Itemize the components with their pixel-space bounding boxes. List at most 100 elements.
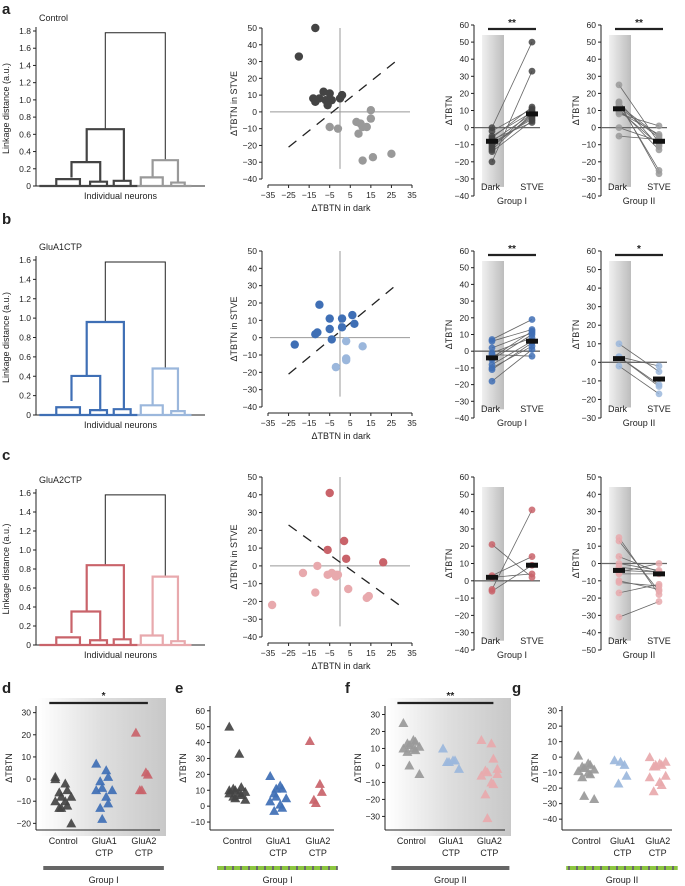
panel-letter-g: g bbox=[512, 680, 521, 697]
y-tick-label: −20 bbox=[17, 818, 32, 828]
diagonal-dashed-line bbox=[288, 59, 399, 148]
y-tick-label: 40 bbox=[460, 279, 470, 289]
category-label: GluA1 bbox=[438, 836, 463, 846]
y-tick-label: 0 bbox=[464, 123, 469, 133]
y-tick-label: −40 bbox=[455, 413, 470, 423]
y-tick-label: 30 bbox=[248, 281, 258, 291]
data-triangle bbox=[136, 785, 147, 795]
category-label: CTP bbox=[95, 848, 113, 858]
stve-point bbox=[528, 316, 536, 323]
data-triangle bbox=[644, 772, 655, 782]
data-point bbox=[339, 536, 349, 546]
data-point bbox=[325, 89, 334, 98]
pair-line bbox=[491, 111, 533, 137]
y-tick-label: 20 bbox=[371, 726, 381, 736]
data-triangle bbox=[224, 721, 235, 731]
y-tick-label: 50 bbox=[587, 472, 597, 482]
x-tick-label: −5 bbox=[325, 648, 335, 658]
y-tick-label: −10 bbox=[543, 768, 558, 778]
data-point bbox=[337, 323, 347, 332]
pair-line bbox=[618, 105, 660, 137]
scatter-c: −40 −30 −20 −10 0 10 20 30 40 50 −35 −25 −15 −5 5 15 25 3… bbox=[229, 472, 417, 671]
cluster2-leaf-link bbox=[139, 634, 164, 645]
data-triangle bbox=[454, 763, 464, 773]
category-label: CTP bbox=[614, 848, 632, 858]
data-triangle bbox=[444, 757, 454, 767]
data-point bbox=[341, 554, 351, 563]
data-triangle bbox=[476, 770, 487, 780]
scatter-b: −40 −30 −20 −10 0 10 20 30 40 50 −35 −25 −15 −5 5 15 25 3… bbox=[229, 246, 417, 441]
y-tick-label: 50 bbox=[460, 37, 470, 47]
data-triangle bbox=[265, 770, 276, 780]
category-label: Control bbox=[49, 836, 78, 846]
y-tick-label: −20 bbox=[582, 157, 597, 167]
pair-line bbox=[491, 354, 533, 357]
data-triangle bbox=[66, 791, 77, 801]
mean-marker-dark bbox=[613, 356, 625, 362]
data-triangle bbox=[648, 786, 659, 796]
pair-line bbox=[491, 544, 533, 578]
cluster2-link bbox=[151, 575, 180, 642]
y-tick-label: −10 bbox=[243, 124, 258, 134]
y-tick-label: −30 bbox=[243, 614, 258, 624]
y-tick-label: 60 bbox=[196, 706, 206, 716]
stve-point bbox=[655, 166, 663, 174]
data-point bbox=[364, 591, 373, 601]
pair-line bbox=[618, 566, 660, 573]
group-bar bbox=[566, 866, 678, 870]
category-label: CTP bbox=[480, 848, 498, 858]
data-point bbox=[331, 362, 341, 372]
y-tick-label: 0 bbox=[252, 107, 257, 117]
data-point bbox=[331, 572, 341, 581]
data-triangle bbox=[97, 782, 108, 792]
cluster2-link bbox=[151, 367, 180, 412]
y-tick-label: −10 bbox=[243, 350, 258, 360]
y-axis-label: ΔTBTN bbox=[444, 96, 454, 126]
y-tick-label: 10 bbox=[460, 559, 470, 569]
scatter-a: −40 −30 −20 −10 0 10 20 30 40 50 −35 −25 −15 −5 5 15 25 3… bbox=[229, 23, 417, 213]
cluster1-leaf-link bbox=[55, 636, 82, 645]
data-triangle bbox=[573, 766, 584, 776]
data-triangle bbox=[103, 798, 114, 808]
stve-point bbox=[655, 143, 663, 150]
pair-line bbox=[491, 319, 533, 340]
y-tick-label: −20 bbox=[582, 593, 597, 603]
data-triangle bbox=[281, 793, 292, 803]
y-tick-label: 10 bbox=[587, 339, 597, 349]
stve-point bbox=[655, 362, 663, 370]
category-label: GluA1 bbox=[266, 836, 291, 846]
data-triangle bbox=[577, 772, 588, 782]
pair-line bbox=[618, 583, 660, 594]
data-triangle bbox=[50, 774, 61, 784]
dark-condition-shade bbox=[609, 261, 631, 408]
mean-marker-stve bbox=[526, 111, 538, 117]
cluster1-link bbox=[85, 320, 125, 410]
y-tick-label: 1.6 bbox=[19, 488, 31, 498]
data-point bbox=[333, 124, 343, 133]
y-tick-label: 60 bbox=[460, 472, 470, 482]
data-triangle bbox=[236, 782, 247, 792]
y-tick-label: −10 bbox=[582, 576, 597, 586]
y-tick-label: 50 bbox=[248, 23, 258, 33]
y-tick-label: 1.2 bbox=[19, 78, 31, 88]
y-axis-label: ΔTBTN in STVE bbox=[229, 296, 239, 361]
y-axis-label: ΔTBTN in STVE bbox=[229, 71, 239, 136]
y-axis-label: ΔTBTN bbox=[571, 96, 581, 126]
dark-point bbox=[615, 81, 623, 89]
cluster1-leaf-link bbox=[88, 639, 109, 645]
y-tick-label: −40 bbox=[582, 628, 597, 638]
y-tick-label: 50 bbox=[460, 263, 470, 273]
data-triangle bbox=[486, 738, 497, 748]
y-axis-label: Linkage distance (a.u.) bbox=[1, 63, 11, 154]
stve-point bbox=[528, 570, 536, 578]
stve-point bbox=[528, 352, 536, 360]
y-tick-label: 1.6 bbox=[19, 255, 31, 265]
y-tick-label: 40 bbox=[587, 283, 597, 293]
group-bar bbox=[43, 866, 164, 870]
data-point bbox=[290, 340, 299, 349]
data-triangle bbox=[314, 778, 325, 788]
y-axis-label: ΔTBTN bbox=[4, 753, 14, 783]
chart-title: GluA2CTP bbox=[39, 475, 82, 485]
data-triangle bbox=[50, 796, 61, 806]
data-point bbox=[327, 335, 336, 344]
